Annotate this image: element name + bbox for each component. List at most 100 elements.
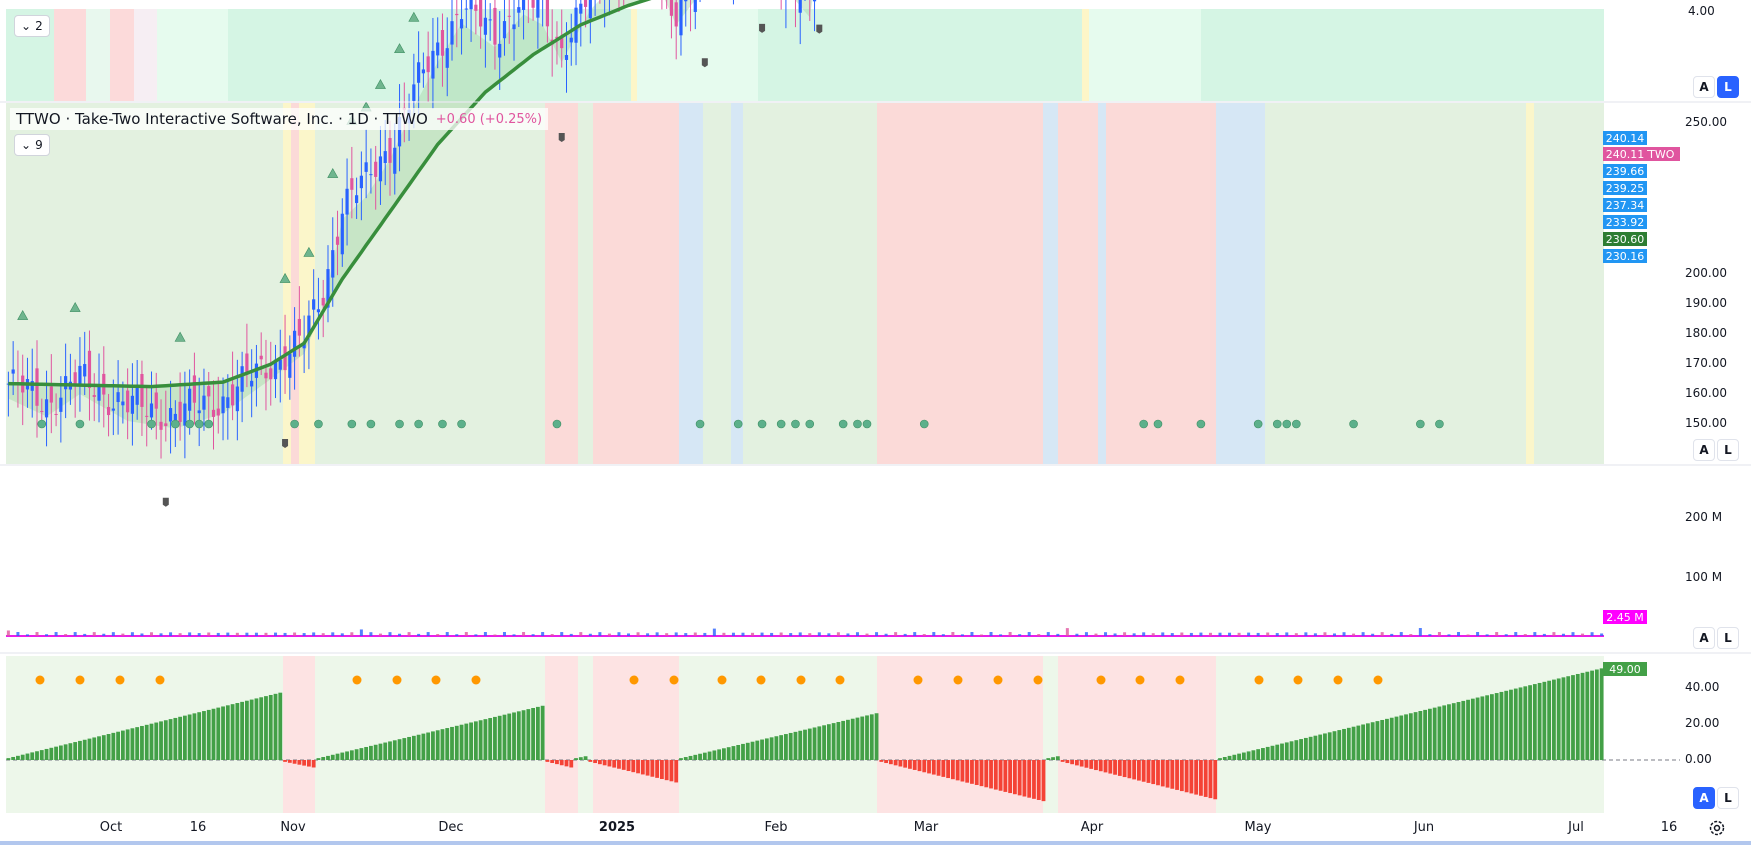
histogram-bar	[1146, 760, 1151, 783]
histogram-bar	[698, 753, 702, 760]
gear-icon[interactable]	[1708, 819, 1726, 837]
histogram-bar	[39, 750, 44, 760]
histogram-bar	[30, 752, 35, 760]
histogram-bar	[1404, 714, 1408, 760]
signal-dot	[552, 419, 562, 429]
candle-body	[173, 413, 177, 421]
symbol-badge: TTWO	[1636, 147, 1680, 161]
histogram-bar	[273, 693, 278, 760]
histogram-bar	[645, 760, 650, 776]
histogram-bar	[831, 723, 836, 760]
volume-bar	[1409, 634, 1413, 636]
histogram-bar	[578, 757, 583, 760]
top-pane-log-button[interactable]: L	[1717, 76, 1739, 98]
volume-bar	[445, 632, 449, 636]
volume-pane-auto-button[interactable]: A	[1693, 627, 1715, 649]
histogram-bar	[297, 760, 302, 765]
volume-bar	[932, 632, 936, 636]
histogram-bar	[221, 706, 225, 760]
top-pane-band	[637, 9, 758, 101]
histogram-bar	[574, 758, 578, 760]
volume-bar	[531, 634, 535, 636]
histogram-bar	[602, 760, 607, 766]
histogram-bar	[970, 760, 974, 784]
candle-body	[355, 195, 359, 204]
histogram-bar	[483, 719, 488, 760]
volume-bar	[121, 633, 125, 636]
signal-triangle	[327, 167, 339, 178]
histogram-bar	[116, 731, 120, 760]
volume-bar	[1065, 628, 1069, 636]
candle-body	[364, 162, 368, 172]
histogram-bar	[931, 760, 936, 775]
candle-body	[359, 175, 363, 189]
volume-bar	[16, 632, 20, 636]
candle-body	[240, 366, 244, 392]
histogram-bar	[1017, 760, 1022, 796]
candle-body	[450, 21, 454, 45]
volume-bar	[493, 634, 497, 636]
candle-body	[40, 410, 44, 412]
histogram-bar	[1041, 760, 1046, 802]
volume-bar	[999, 634, 1003, 636]
histogram-bar	[1499, 691, 1504, 760]
volume-bar	[1180, 632, 1184, 636]
signal-dot	[1196, 419, 1206, 429]
histogram-bar	[364, 746, 369, 760]
volume-bar	[1256, 632, 1260, 636]
candle-body	[421, 69, 425, 74]
histogram-bar	[54, 746, 58, 760]
histogram-bar	[1351, 726, 1356, 760]
volume-bar	[1552, 632, 1556, 636]
histogram-bar	[1490, 694, 1494, 760]
volume-bar	[1581, 633, 1585, 636]
histogram-bar	[564, 760, 569, 767]
time-axis-tick: 2025	[598, 820, 636, 835]
histogram-bar	[655, 760, 660, 778]
signal-dot	[194, 419, 204, 429]
histogram-bar	[359, 748, 364, 760]
price-pane-auto-button[interactable]: A	[1693, 439, 1715, 461]
histogram-bar	[836, 722, 841, 760]
histogram-bar	[1361, 724, 1366, 760]
candle-body	[145, 415, 149, 417]
signal-dot	[75, 419, 85, 429]
histogram-bar	[650, 760, 655, 777]
histogram-bar	[726, 747, 731, 760]
indicators-collapse-button[interactable]: ⌄ 9	[14, 134, 50, 156]
volume-bar	[1170, 633, 1174, 636]
histogram-bar	[168, 719, 173, 760]
candle-body	[269, 368, 273, 380]
histogram-bar	[936, 760, 941, 776]
hist-pane-auto-button[interactable]: A	[1693, 787, 1715, 809]
volume-bar	[178, 633, 182, 636]
hist-pane-log-button[interactable]: L	[1717, 787, 1739, 809]
top-pane-collapse-button[interactable]: ⌄ 2	[14, 15, 50, 37]
volume-bar	[83, 633, 87, 636]
candle-body	[6, 383, 10, 385]
time-axis-tick: Oct	[99, 820, 123, 835]
volume-bar	[283, 632, 287, 636]
histogram-bar	[249, 699, 254, 760]
histogram-bar	[493, 716, 497, 760]
chevron-down-icon: ⌄	[21, 19, 32, 33]
histogram-bar	[101, 735, 106, 760]
candle-body	[312, 299, 316, 310]
histogram-signal-dot	[913, 675, 923, 685]
histogram-bar	[1427, 708, 1432, 760]
symbol-legend[interactable]: TTWO · Take-Two Interactive Software, In…	[10, 108, 549, 130]
volume-pane-log-button[interactable]: L	[1717, 627, 1739, 649]
candle-body	[521, 0, 526, 10]
volume-bar	[903, 633, 907, 636]
candle-body	[297, 318, 301, 336]
top-pane-auto-button[interactable]: A	[1693, 76, 1715, 98]
candle-body	[350, 178, 354, 190]
histogram-bar	[1094, 760, 1098, 771]
volume-bar	[1304, 632, 1308, 636]
histogram-bar	[340, 752, 345, 760]
price-pane-log-button[interactable]: L	[1717, 439, 1739, 461]
price-label-badge: 230.16	[1603, 249, 1647, 263]
volume-bar	[1418, 628, 1422, 636]
histogram-bar	[974, 760, 979, 785]
